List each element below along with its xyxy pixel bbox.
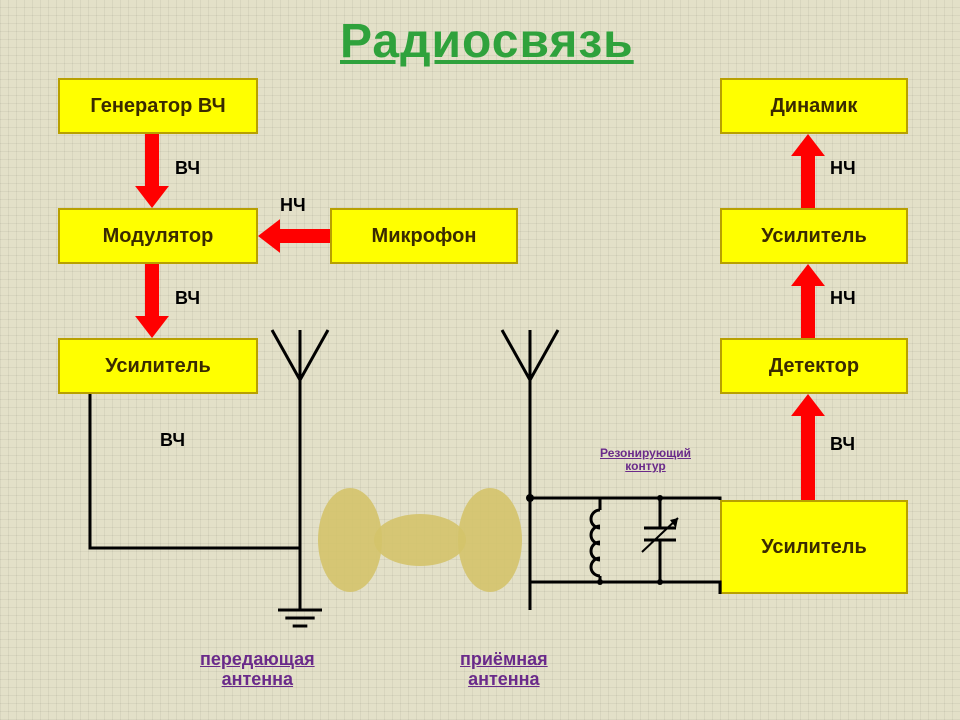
block-label: Усилитель <box>105 355 211 378</box>
block-detector: Детектор <box>720 338 908 394</box>
cap-line2: антенна <box>468 669 539 689</box>
block-label: Динамик <box>771 95 858 118</box>
lc-line1: Резонирующий <box>600 446 691 460</box>
lc-line2: контур <box>625 459 665 473</box>
signal-label: НЧ <box>830 288 856 309</box>
block-label: Детектор <box>769 355 859 378</box>
page-title: Радиосвязь <box>340 14 634 69</box>
signal-label: ВЧ <box>830 434 855 455</box>
signal-label-wire: ВЧ <box>160 430 185 451</box>
block-label: Микрофон <box>372 225 477 248</box>
block-amplifier-2: Усилитель <box>720 208 908 264</box>
block-amplifier-3: Усилитель <box>720 500 908 594</box>
signal-label: НЧ <box>830 158 856 179</box>
caption-tx-antenna: передающая антенна <box>200 650 315 690</box>
caption-rx-antenna: приёмная антенна <box>460 650 548 690</box>
block-label: Модулятор <box>103 225 214 248</box>
signal-label: ВЧ <box>175 158 200 179</box>
signal-label: НЧ <box>280 195 306 216</box>
signal-label: ВЧ <box>175 288 200 309</box>
cap-line1: передающая <box>200 649 315 669</box>
block-label: Усилитель <box>761 536 867 559</box>
block-speaker: Динамик <box>720 78 908 134</box>
cap-line2: антенна <box>222 669 293 689</box>
block-label: Усилитель <box>761 225 867 248</box>
block-generator: Генератор ВЧ <box>58 78 258 134</box>
block-modulator: Модулятор <box>58 208 258 264</box>
lc-circuit-label: Резонирующий контур <box>600 447 691 473</box>
block-label: Генератор ВЧ <box>90 95 225 118</box>
cap-line1: приёмная <box>460 649 548 669</box>
block-microphone: Микрофон <box>330 208 518 264</box>
block-amplifier-1: Усилитель <box>58 338 258 394</box>
